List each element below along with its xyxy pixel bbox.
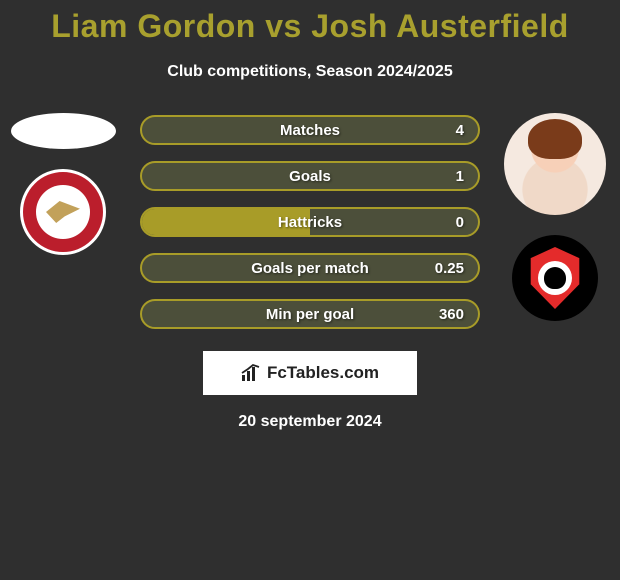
stat-bars: Matches 4 Goals 1 Hattricks 0 Goals per match 0… <box>140 113 480 329</box>
comparison-card: Liam Gordon vs Josh Austerfield Club com… <box>0 0 620 580</box>
left-player-avatar <box>11 113 116 149</box>
stat-label: Hattricks <box>278 214 342 231</box>
stat-label: Goals per match <box>251 260 369 277</box>
stat-value-right: 0.25 <box>435 260 464 277</box>
stat-row: Hattricks 0 <box>140 207 480 237</box>
stat-row: Min per goal 360 <box>140 299 480 329</box>
subtitle: Club competitions, Season 2024/2025 <box>0 63 620 81</box>
stat-value-right: 4 <box>456 122 464 139</box>
stat-label: Matches <box>280 122 340 139</box>
watermark: FcTables.com <box>203 351 417 395</box>
left-club-badge <box>20 169 106 255</box>
stat-row: Goals per match 0.25 <box>140 253 480 283</box>
content-area: Matches 4 Goals 1 Hattricks 0 Goals per match 0… <box>0 113 620 431</box>
stat-label: Min per goal <box>266 306 354 323</box>
stat-label: Goals <box>289 168 331 185</box>
stat-value-right: 360 <box>439 306 464 323</box>
chart-icon <box>241 364 261 382</box>
date-text: 20 september 2024 <box>0 413 620 431</box>
right-player-avatar <box>504 113 606 215</box>
watermark-text: FcTables.com <box>267 363 379 383</box>
left-player-column <box>8 113 118 255</box>
stat-value-right: 0 <box>456 214 464 231</box>
right-player-column <box>500 113 610 321</box>
page-title: Liam Gordon vs Josh Austerfield <box>0 8 620 45</box>
stat-row: Matches 4 <box>140 115 480 145</box>
stat-value-right: 1 <box>456 168 464 185</box>
stat-row: Goals 1 <box>140 161 480 191</box>
right-club-badge <box>512 235 598 321</box>
